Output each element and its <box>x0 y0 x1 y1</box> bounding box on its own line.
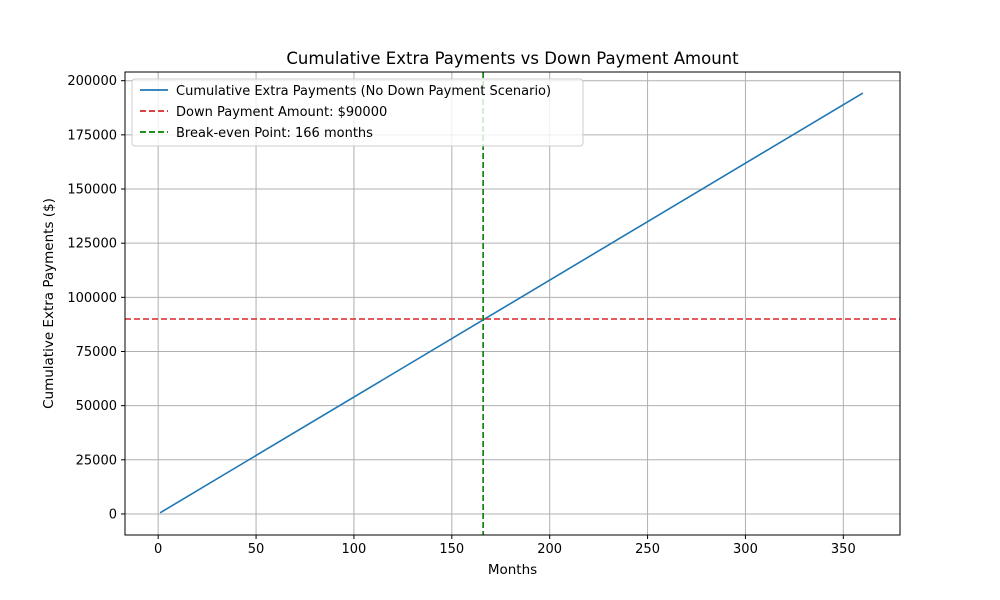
chart-title: Cumulative Extra Payments vs Down Paymen… <box>286 49 739 68</box>
y-tick-label: 175000 <box>67 128 117 143</box>
y-tick-label: 125000 <box>67 237 117 252</box>
x-tick-label: 350 <box>831 542 856 557</box>
ticks: 0 50 100 150 200 250 300 350 0 25000 50000 75000 100… <box>67 74 855 557</box>
y-tick-label: 0 <box>109 507 117 522</box>
x-tick-label: 100 <box>342 542 367 557</box>
y-tick-label: 75000 <box>76 345 117 360</box>
y-axis-title: Cumulative Extra Payments ($) <box>41 198 57 409</box>
x-tick-label: 200 <box>537 542 562 557</box>
grid <box>125 72 900 535</box>
x-tick-label: 150 <box>439 542 464 557</box>
y-tick-label: 25000 <box>76 453 117 468</box>
x-tick-label: 300 <box>733 542 758 557</box>
legend-label-break-even: Break-even Point: 166 months <box>176 126 373 141</box>
y-tick-label: 200000 <box>67 74 117 89</box>
y-tick-label: 150000 <box>67 183 117 198</box>
x-tick-label: 0 <box>154 542 162 557</box>
series-line-cumulative-extra-payments <box>159 92 864 514</box>
legend: Cumulative Extra Payments (No Down Payme… <box>131 78 584 147</box>
legend-box <box>131 78 584 147</box>
legend-label-down-payment: Down Payment Amount: $90000 <box>176 105 387 120</box>
y-tick-label: 100000 <box>67 291 117 306</box>
plot-layer <box>125 72 900 535</box>
legend-label-series: Cumulative Extra Payments (No Down Payme… <box>176 84 551 99</box>
x-tick-label: 50 <box>248 542 265 557</box>
y-tick-label: 50000 <box>76 399 117 414</box>
x-axis-title: Months <box>488 562 537 578</box>
plot-frame <box>124 71 901 536</box>
x-tick-label: 250 <box>635 542 660 557</box>
